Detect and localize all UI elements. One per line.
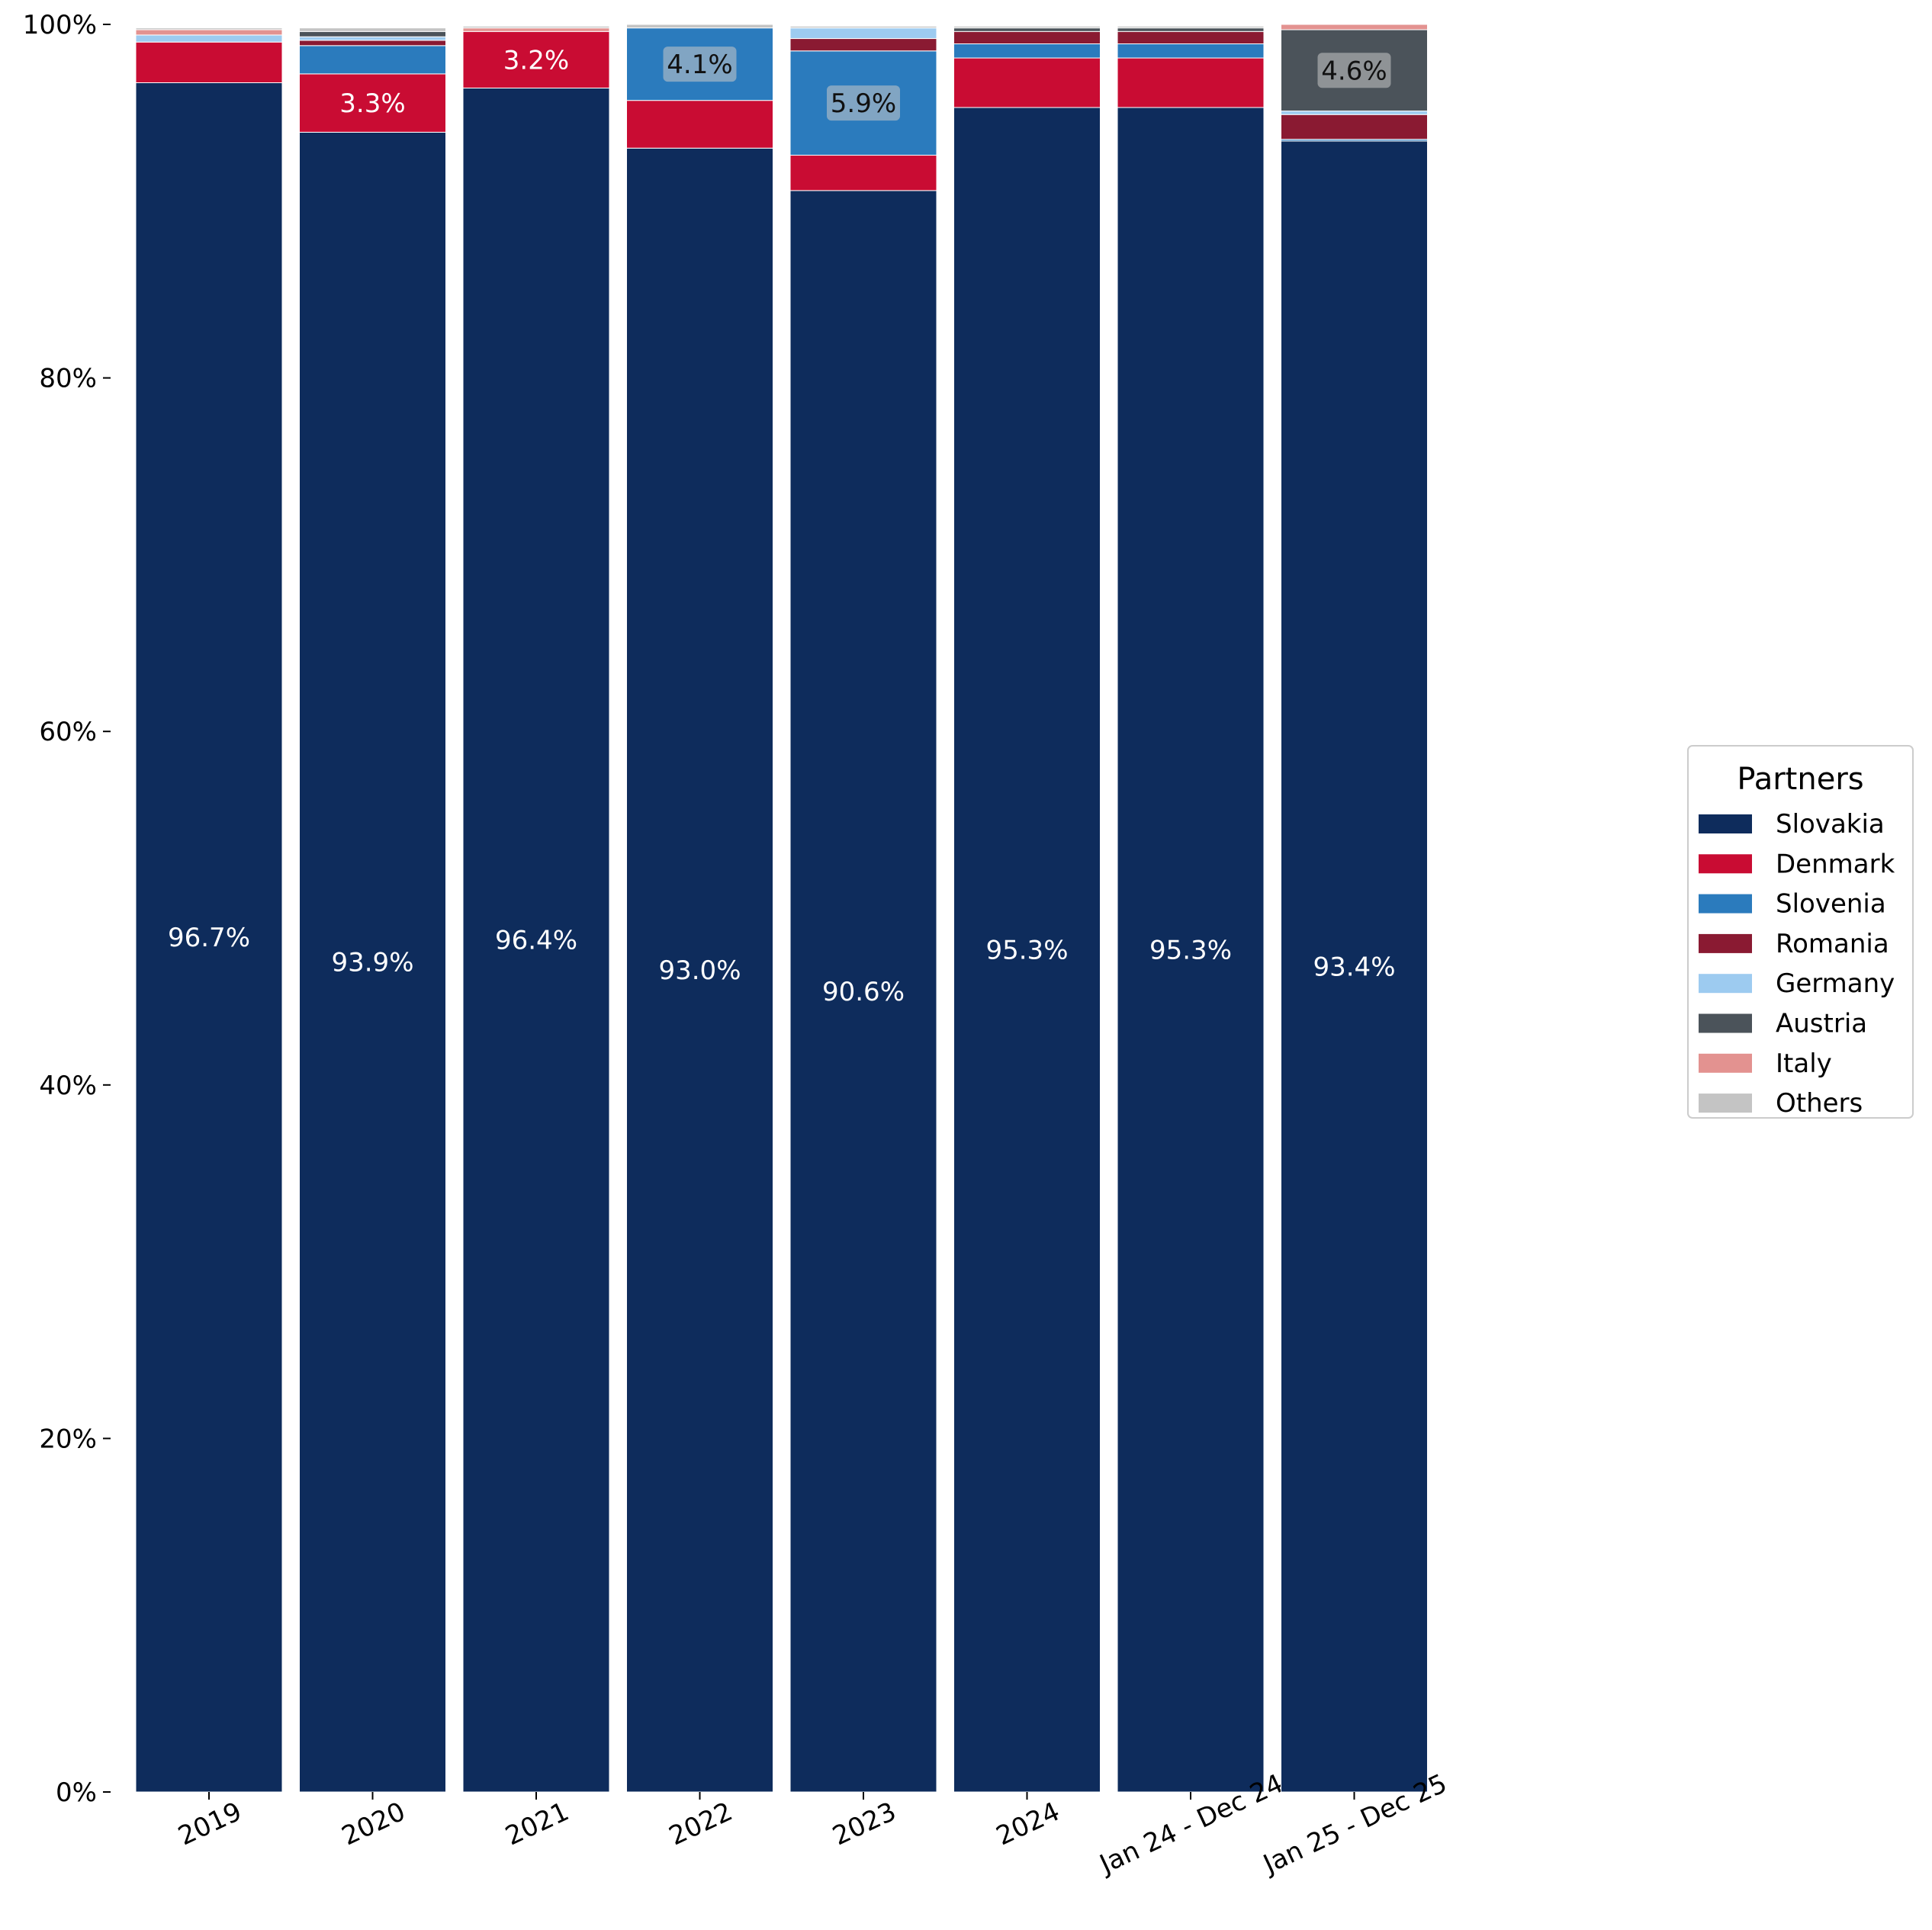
legend-label-austria: Austria: [1776, 1009, 1867, 1039]
bar-segment-others-2021: [462, 25, 610, 29]
legend-swatch-austria: [1699, 1013, 1752, 1033]
bar-segment-slovakia-2022: [626, 147, 773, 1793]
bar-segment-italy-2019: [135, 29, 283, 36]
bar-segment-slovakia-jan-24-dec-24: [1117, 107, 1265, 1793]
bar-segment-denmark-2024: [953, 57, 1101, 108]
legend-swatch-slovakia: [1699, 814, 1752, 833]
bar-segment-italy-2021: [462, 27, 610, 32]
legend-swatch-others: [1699, 1093, 1752, 1113]
bar-segment-austria-2024: [953, 27, 1101, 32]
x-axis-tick-label: 2023: [828, 1797, 901, 1852]
bar-segment-denmark-2021: [462, 31, 610, 88]
data-label-slovenia-2023: 5.9%: [831, 88, 896, 119]
bar-segment-denmark-2022: [626, 100, 773, 149]
legend-label-slovenia: Slovenia: [1776, 889, 1886, 920]
bar-segment-slovenia-jan-24-dec-24: [1117, 43, 1265, 59]
bar-segment-slovakia-2024: [953, 107, 1101, 1793]
data-label-slovakia-2021: 96.4%: [495, 926, 577, 956]
data-label-slovakia-2022: 93.0%: [658, 955, 741, 986]
legend-title: Partners: [1737, 762, 1863, 797]
data-label-slovakia-2023: 90.6%: [822, 977, 905, 1007]
bar-segment-slovenia-2024: [953, 43, 1101, 59]
data-label-slovakia-2024: 95.3%: [985, 935, 1068, 965]
data-label-denmark-2021: 3.2%: [503, 45, 569, 75]
data-label-denmark-2020: 3.3%: [339, 88, 405, 119]
legend-swatch-romania: [1699, 933, 1752, 953]
y-axis-tick-label: 60%: [39, 717, 97, 747]
data-label-box: [1317, 53, 1391, 88]
y-axis-tick-label: 40%: [39, 1071, 97, 1101]
y-axis-tick-label: 100%: [23, 10, 97, 40]
bar-segment-austria-jan-24-dec-24: [1117, 27, 1265, 32]
bar-segment-slovakia-2020: [299, 131, 446, 1793]
y-axis-tick-label: 80%: [39, 364, 97, 394]
data-label-slovakia-jan-24-dec-24: 95.3%: [1149, 935, 1232, 965]
bar-segment-romania-jan-25-dec-25: [1281, 114, 1428, 140]
bar-segment-others-2022: [626, 24, 773, 29]
data-label-slovakia-2019: 96.7%: [168, 923, 250, 953]
x-axis-tick-label: 2019: [174, 1797, 246, 1852]
bar-segment-slovakia-2021: [462, 87, 610, 1793]
data-label-slovakia-jan-25-dec-25: 93.4%: [1313, 952, 1395, 982]
y-axis-tick-label: 0%: [56, 1777, 97, 1808]
x-axis-tick-label: 2020: [337, 1797, 410, 1852]
bar-segment-germany-2019: [135, 34, 283, 43]
bar-segment-slovakia-jan-25-dec-25: [1281, 140, 1428, 1793]
bar-segment-others-2020: [299, 27, 446, 32]
data-label-slovenia-2022: 4.1%: [667, 50, 732, 80]
data-label-slovakia-2020: 93.9%: [331, 948, 413, 978]
bar-segment-slovakia-2023: [789, 190, 937, 1793]
bar-segment-denmark-2020: [299, 73, 446, 133]
data-label-box: [827, 85, 900, 121]
bar-segment-romania-2024: [953, 31, 1101, 44]
bar-segment-romania-2020: [299, 40, 446, 47]
bar-segment-germany-jan-25-dec-25: [1281, 111, 1428, 115]
bar-segment-germany-2020: [299, 36, 446, 41]
bar-segment-others-2023: [789, 25, 937, 29]
legend-swatch-italy: [1699, 1053, 1752, 1073]
bar-segment-denmark-2023: [789, 155, 937, 191]
y-axis-tick-label: 20%: [39, 1424, 97, 1454]
bar-segment-denmark-2019: [135, 41, 283, 83]
x-axis-tick-label: 2021: [501, 1797, 574, 1852]
legend-label-germany: Germany: [1776, 968, 1895, 999]
x-axis-tick-label: 2022: [664, 1797, 737, 1852]
legend-swatch-denmark: [1699, 854, 1752, 874]
legend-label-italy: Italy: [1776, 1048, 1832, 1079]
bar-segment-germany-2023: [789, 27, 937, 40]
bar-segment-austria-2020: [299, 31, 446, 37]
data-label-austria-jan-25-dec-25: 4.6%: [1321, 56, 1387, 86]
bar-segment-others-2019: [135, 27, 283, 31]
bar-segment-others-2024: [953, 25, 1101, 29]
bar-segment-slovenia-2020: [299, 45, 446, 75]
bar-segment-romania-2023: [789, 38, 937, 52]
legend-swatch-slovenia: [1699, 894, 1752, 914]
legend-label-denmark: Denmark: [1776, 849, 1895, 879]
bar-segment-others-jan-24-dec-24: [1117, 25, 1265, 29]
data-label-box: [663, 47, 737, 82]
legend-label-romania: Romania: [1776, 929, 1889, 959]
bar-segment-slovakia-2019: [135, 82, 283, 1793]
legend-swatch-germany: [1699, 974, 1752, 994]
legend-label-slovakia: Slovakia: [1776, 809, 1885, 840]
x-axis-tick-label: 2024: [992, 1797, 1064, 1852]
bar-segment-italy-jan-25-dec-25: [1281, 24, 1428, 31]
bar-segment-denmark-jan-24-dec-24: [1117, 57, 1265, 108]
bar-segment-romania-jan-24-dec-24: [1117, 31, 1265, 44]
legend-label-others: Others: [1776, 1088, 1863, 1119]
